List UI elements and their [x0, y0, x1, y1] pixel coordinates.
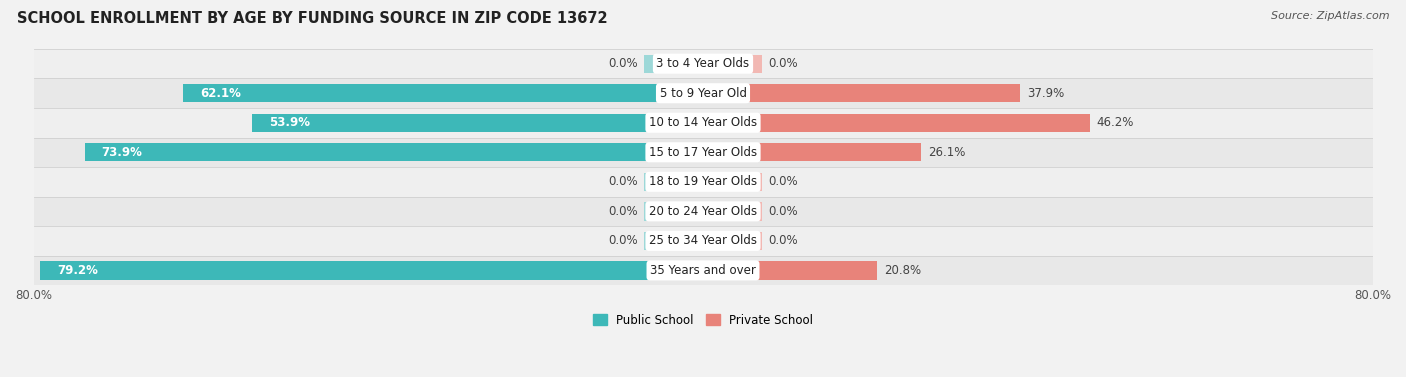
- Text: 0.0%: 0.0%: [609, 57, 638, 70]
- Text: SCHOOL ENROLLMENT BY AGE BY FUNDING SOURCE IN ZIP CODE 13672: SCHOOL ENROLLMENT BY AGE BY FUNDING SOUR…: [17, 11, 607, 26]
- Bar: [703, 202, 762, 221]
- Text: 37.9%: 37.9%: [1026, 87, 1064, 100]
- Text: 0.0%: 0.0%: [609, 175, 638, 188]
- Text: 46.2%: 46.2%: [1097, 116, 1133, 129]
- Bar: [703, 143, 921, 161]
- Bar: [34, 226, 1372, 256]
- Bar: [703, 173, 762, 191]
- Bar: [252, 113, 703, 132]
- Legend: Public School, Private School: Public School, Private School: [588, 309, 818, 331]
- Bar: [34, 196, 1372, 226]
- Text: 0.0%: 0.0%: [768, 205, 797, 218]
- Text: 5 to 9 Year Old: 5 to 9 Year Old: [659, 87, 747, 100]
- Bar: [644, 55, 703, 73]
- Bar: [41, 261, 703, 280]
- Bar: [34, 138, 1372, 167]
- Text: 79.2%: 79.2%: [56, 264, 98, 277]
- Text: 53.9%: 53.9%: [269, 116, 309, 129]
- Text: 0.0%: 0.0%: [609, 234, 638, 247]
- Bar: [34, 167, 1372, 196]
- Bar: [183, 84, 703, 103]
- Bar: [34, 256, 1372, 285]
- Bar: [703, 232, 762, 250]
- Bar: [34, 108, 1372, 138]
- Bar: [703, 113, 1090, 132]
- Bar: [34, 78, 1372, 108]
- Text: 62.1%: 62.1%: [200, 87, 240, 100]
- Text: 25 to 34 Year Olds: 25 to 34 Year Olds: [650, 234, 756, 247]
- Bar: [703, 55, 762, 73]
- Bar: [703, 261, 877, 280]
- Bar: [644, 173, 703, 191]
- Text: 20 to 24 Year Olds: 20 to 24 Year Olds: [650, 205, 756, 218]
- Text: 0.0%: 0.0%: [768, 234, 797, 247]
- Text: 0.0%: 0.0%: [768, 57, 797, 70]
- Text: Source: ZipAtlas.com: Source: ZipAtlas.com: [1271, 11, 1389, 21]
- Text: 3 to 4 Year Olds: 3 to 4 Year Olds: [657, 57, 749, 70]
- Text: 0.0%: 0.0%: [768, 175, 797, 188]
- Text: 18 to 19 Year Olds: 18 to 19 Year Olds: [650, 175, 756, 188]
- Text: 15 to 17 Year Olds: 15 to 17 Year Olds: [650, 146, 756, 159]
- Text: 35 Years and over: 35 Years and over: [650, 264, 756, 277]
- Text: 73.9%: 73.9%: [101, 146, 142, 159]
- Text: 10 to 14 Year Olds: 10 to 14 Year Olds: [650, 116, 756, 129]
- Bar: [703, 84, 1021, 103]
- Bar: [34, 49, 1372, 78]
- Text: 20.8%: 20.8%: [884, 264, 921, 277]
- Bar: [644, 232, 703, 250]
- Bar: [84, 143, 703, 161]
- Text: 26.1%: 26.1%: [928, 146, 966, 159]
- Bar: [644, 202, 703, 221]
- Text: 0.0%: 0.0%: [609, 205, 638, 218]
